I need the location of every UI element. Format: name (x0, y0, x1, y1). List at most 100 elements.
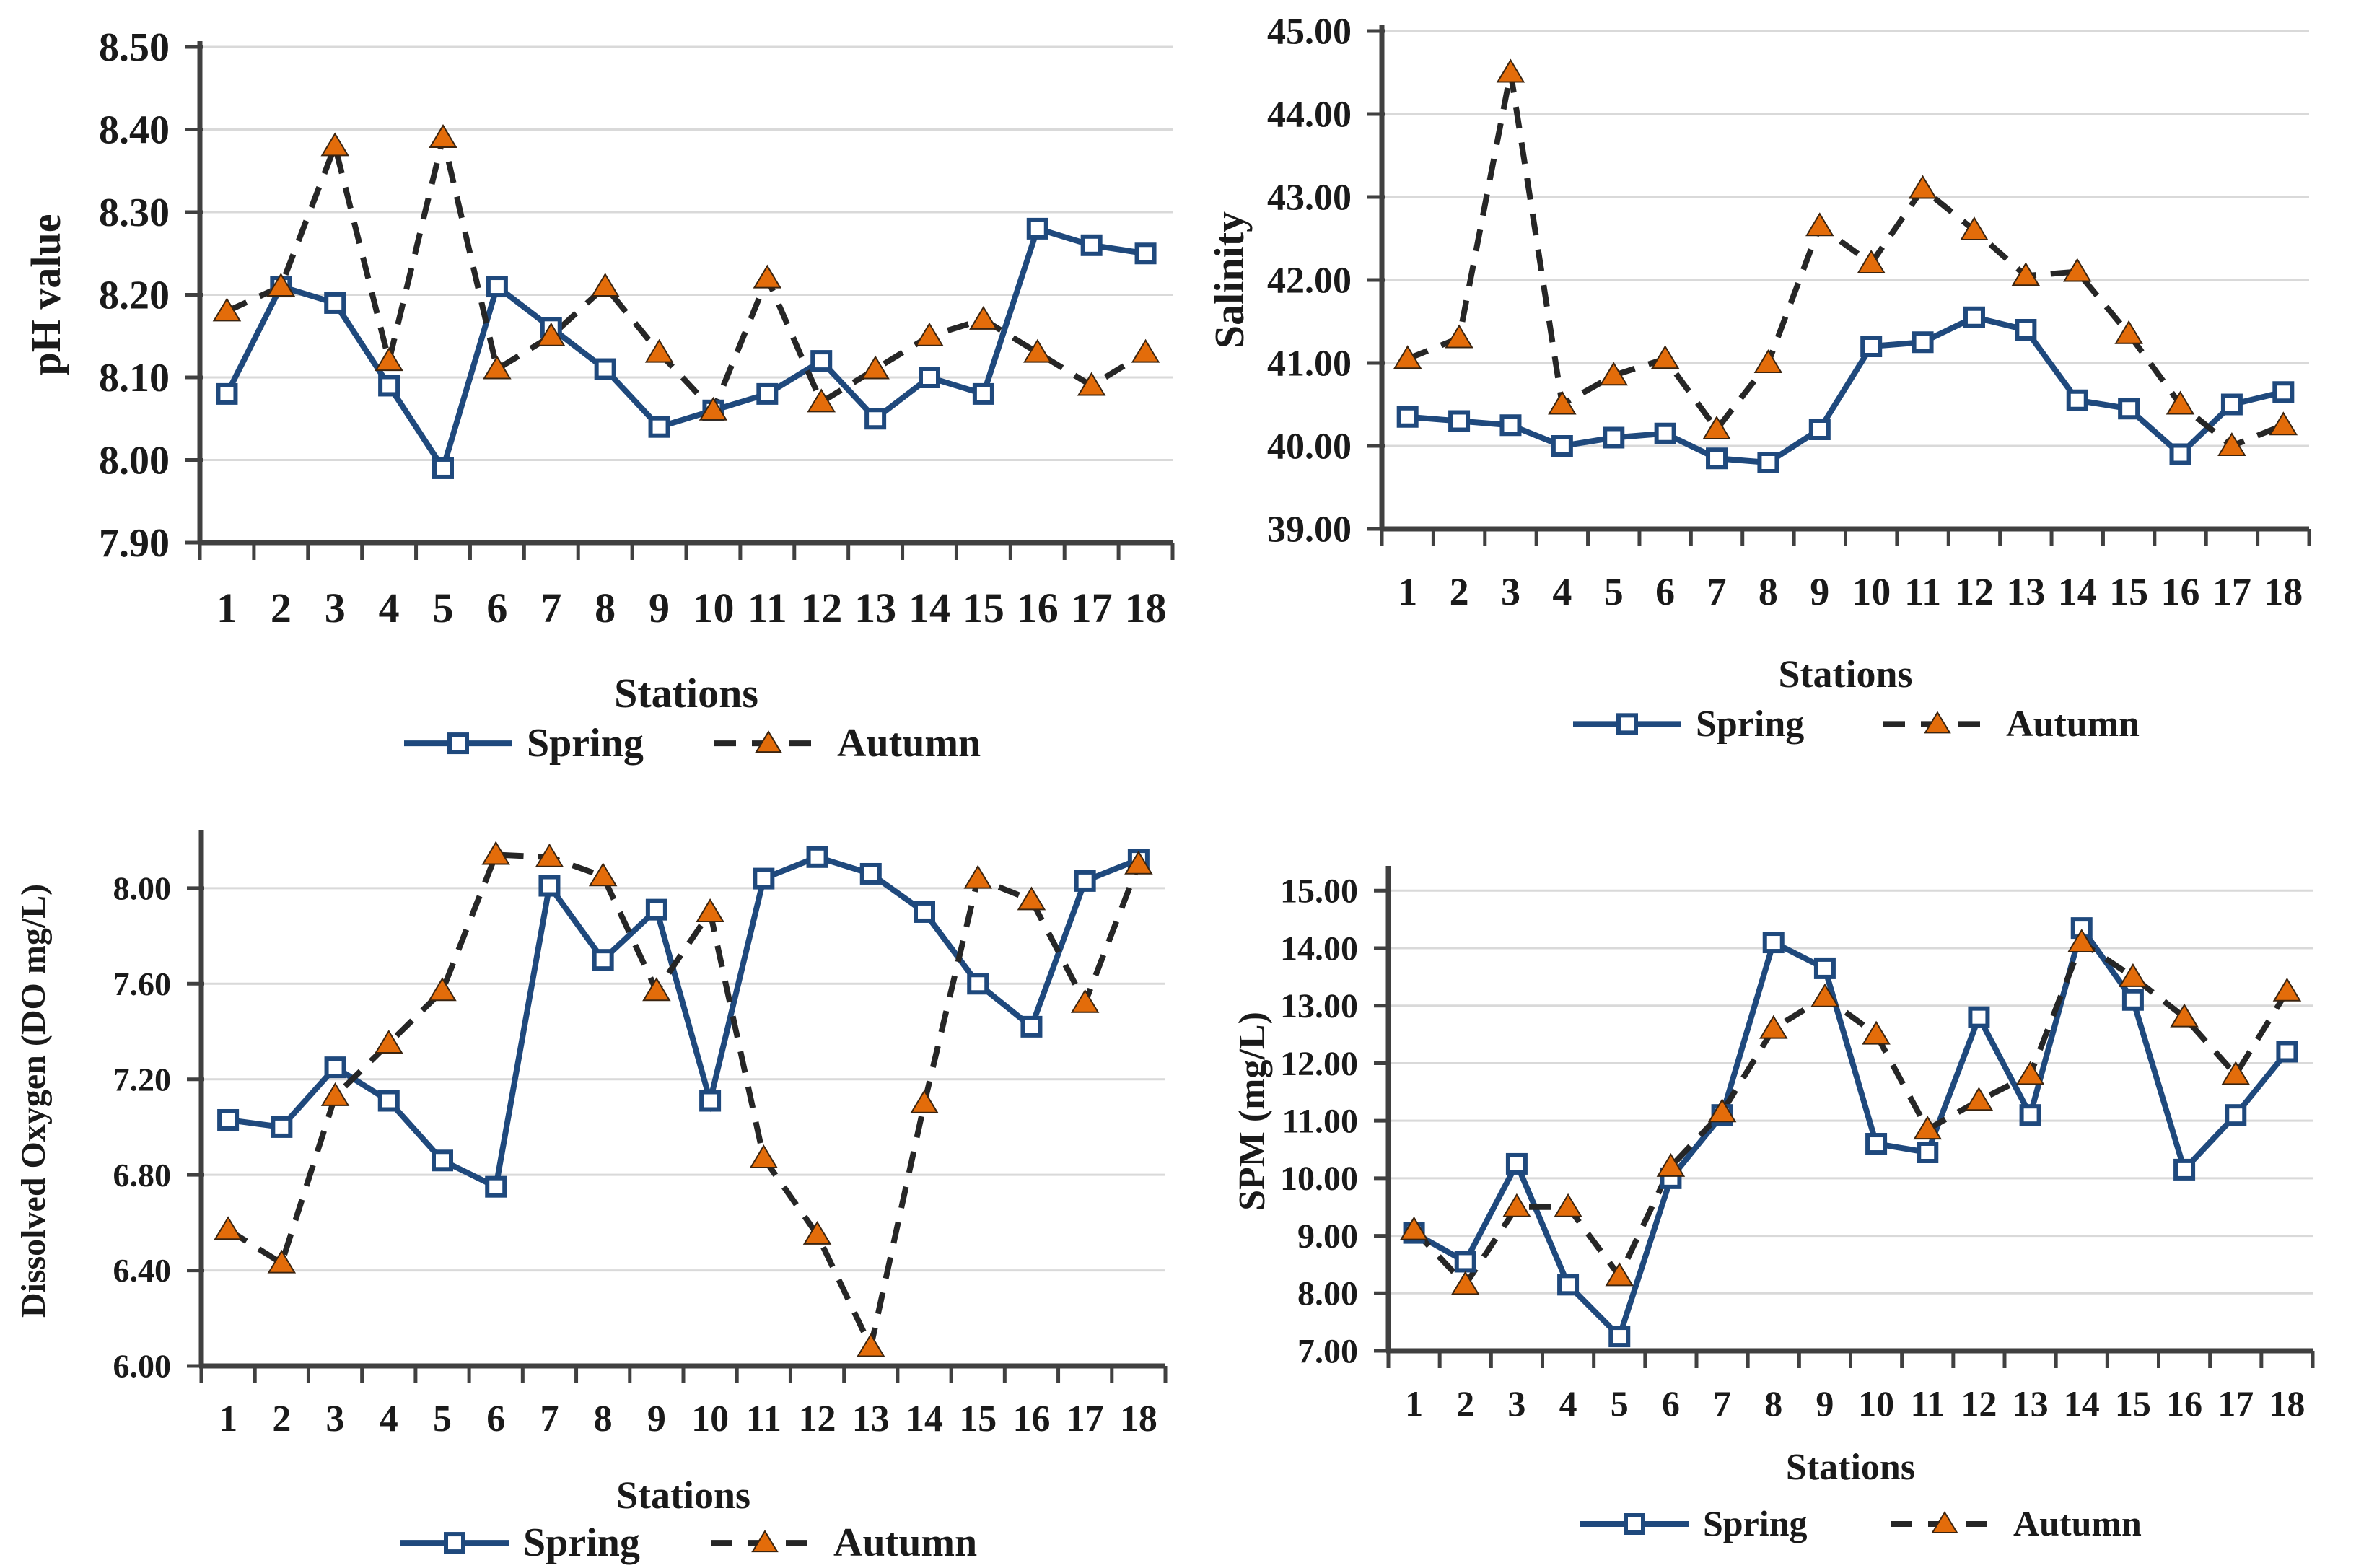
x-axis-title: Stations (614, 670, 758, 717)
spring-square-marker (271, 1116, 293, 1138)
autumn-triangle-marker (753, 264, 782, 289)
station-tick-label: 13 (2006, 570, 2045, 613)
spring-square-marker (810, 350, 833, 372)
spring-square-marker (1020, 1015, 1043, 1038)
station-tick-label: 12 (799, 1398, 836, 1440)
spring-series-line (1407, 314, 2285, 466)
spring-square-marker (753, 867, 775, 890)
spring-square-marker (1448, 410, 1471, 432)
autumn-triangle-marker (588, 862, 618, 887)
spring-square-marker (806, 846, 828, 868)
spring-square-marker (1963, 306, 1985, 328)
station-tick-label: 18 (1125, 584, 1167, 631)
station-tick-label: 15 (959, 1398, 997, 1440)
y-tick-label: 6.40 (113, 1252, 172, 1289)
station-tick-label: 3 (325, 584, 346, 631)
y-tick-label: 12.00 (1280, 1045, 1358, 1083)
spring-square-marker (432, 457, 454, 479)
autumn-triangle-marker (642, 977, 671, 1002)
station-tick-label: 13 (2013, 1383, 2049, 1424)
spring-square-marker (1813, 957, 1836, 979)
autumn-triangle-marker (428, 977, 457, 1002)
autumn-triangle-marker (2166, 390, 2195, 415)
station-tick-label: 18 (2269, 1383, 2305, 1424)
y-tick-label: 41.00 (1267, 343, 1352, 385)
station-tick-label: 11 (1911, 1383, 1945, 1424)
station-tick-label: 17 (1067, 1398, 1104, 1440)
station-tick-label: 18 (1120, 1398, 1157, 1440)
autumn-triangle-marker (1702, 416, 1731, 439)
autumn-triangle-marker (1650, 345, 1680, 369)
spring-square-marker (967, 973, 989, 995)
autumn-triangle-marker (1759, 1015, 1788, 1039)
station-tick-label: 11 (748, 584, 787, 631)
spring-square-marker (2015, 319, 2037, 341)
station-tick-label: 8 (595, 584, 616, 631)
legend-spring-label: Spring (527, 721, 644, 766)
station-tick-label: 2 (1450, 570, 1469, 613)
spring-square-marker (1134, 242, 1157, 265)
y-axis-title: Dissolved Oxygen (DO mg/L) (14, 884, 53, 1318)
spring-square-marker (432, 1149, 453, 1172)
spring-square-marker (1917, 1141, 1939, 1163)
spring-square-marker (1499, 414, 1522, 437)
y-tick-label: 7.20 (113, 1061, 172, 1098)
autumn-triangle-marker (2062, 258, 2092, 282)
spring-square-marker (2225, 1104, 2247, 1126)
autumn-triangle-marker (483, 355, 512, 380)
legend-autumn-label: Autumn (2013, 1503, 2142, 1543)
station-tick-label: 3 (1507, 1383, 1525, 1424)
x-axis-title: Stations (1778, 652, 1912, 696)
spring-square-marker (645, 898, 667, 921)
station-tick-label: 10 (692, 584, 734, 631)
station-tick-label: 6 (486, 1398, 505, 1440)
autumn-triangle-marker (1913, 1116, 1943, 1140)
autumn-triangle-marker (1707, 1098, 1737, 1123)
station-tick-label: 7 (1713, 1383, 1731, 1424)
y-tick-label: 8.50 (99, 25, 170, 70)
station-tick-label: 11 (1904, 570, 1941, 613)
station-tick-label: 4 (1552, 570, 1572, 613)
station-tick-label: 12 (800, 584, 842, 631)
autumn-triangle-marker (910, 1089, 939, 1113)
autumn-triangle-marker (1599, 362, 1629, 386)
spring-square-marker (2169, 443, 2191, 465)
spring-square-marker (1557, 1274, 1580, 1296)
y-tick-label: 8.10 (99, 356, 170, 400)
station-tick-label: 5 (1604, 570, 1624, 613)
spring-series-line (227, 854, 1140, 1191)
autumn-triangle-marker (1124, 850, 1153, 875)
station-tick-label: 10 (691, 1398, 729, 1440)
spring-square-marker (972, 382, 994, 405)
spring-square-marker (1808, 419, 1831, 440)
station-tick-label: 7 (540, 1398, 559, 1440)
spring-square-marker (486, 276, 508, 298)
y-tick-label: 7.60 (113, 965, 172, 1002)
spring-square-marker (485, 1175, 507, 1198)
spring-square-marker (859, 862, 882, 885)
station-tick-label: 17 (2212, 570, 2251, 613)
station-tick-label: 6 (1662, 1383, 1680, 1424)
station-tick-label: 15 (2109, 570, 2148, 613)
station-tick-label: 1 (1405, 1383, 1423, 1424)
spring-square-marker (594, 358, 616, 380)
y-tick-label: 15.00 (1280, 872, 1358, 911)
station-tick-label: 8 (1759, 570, 1778, 613)
autumn-triangle-marker (375, 1030, 403, 1054)
spring-square-marker (1912, 331, 1934, 354)
autumn-triangle-marker (429, 124, 457, 148)
station-tick-label: 14 (2064, 1383, 2100, 1424)
autumn-triangle-marker (699, 396, 728, 421)
legend-autumn-marker (1924, 711, 1951, 734)
station-tick-label: 14 (908, 584, 950, 631)
y-tick-label: 9.00 (1297, 1217, 1358, 1256)
y-tick-label: 8.20 (99, 273, 170, 318)
autumn-triangle-marker (1393, 345, 1422, 369)
ph-chart: 7.908.008.108.208.308.408.501 2 3 4 5 6 7 8 9 10 1… (22, 25, 1175, 766)
autumn-triangle-marker (481, 841, 510, 865)
station-tick-label: 4 (380, 1398, 398, 1440)
autumn-triangle-marker (802, 1220, 832, 1245)
y-tick-label: 45.00 (1267, 12, 1352, 53)
autumn-triangle-marker (1023, 338, 1052, 363)
